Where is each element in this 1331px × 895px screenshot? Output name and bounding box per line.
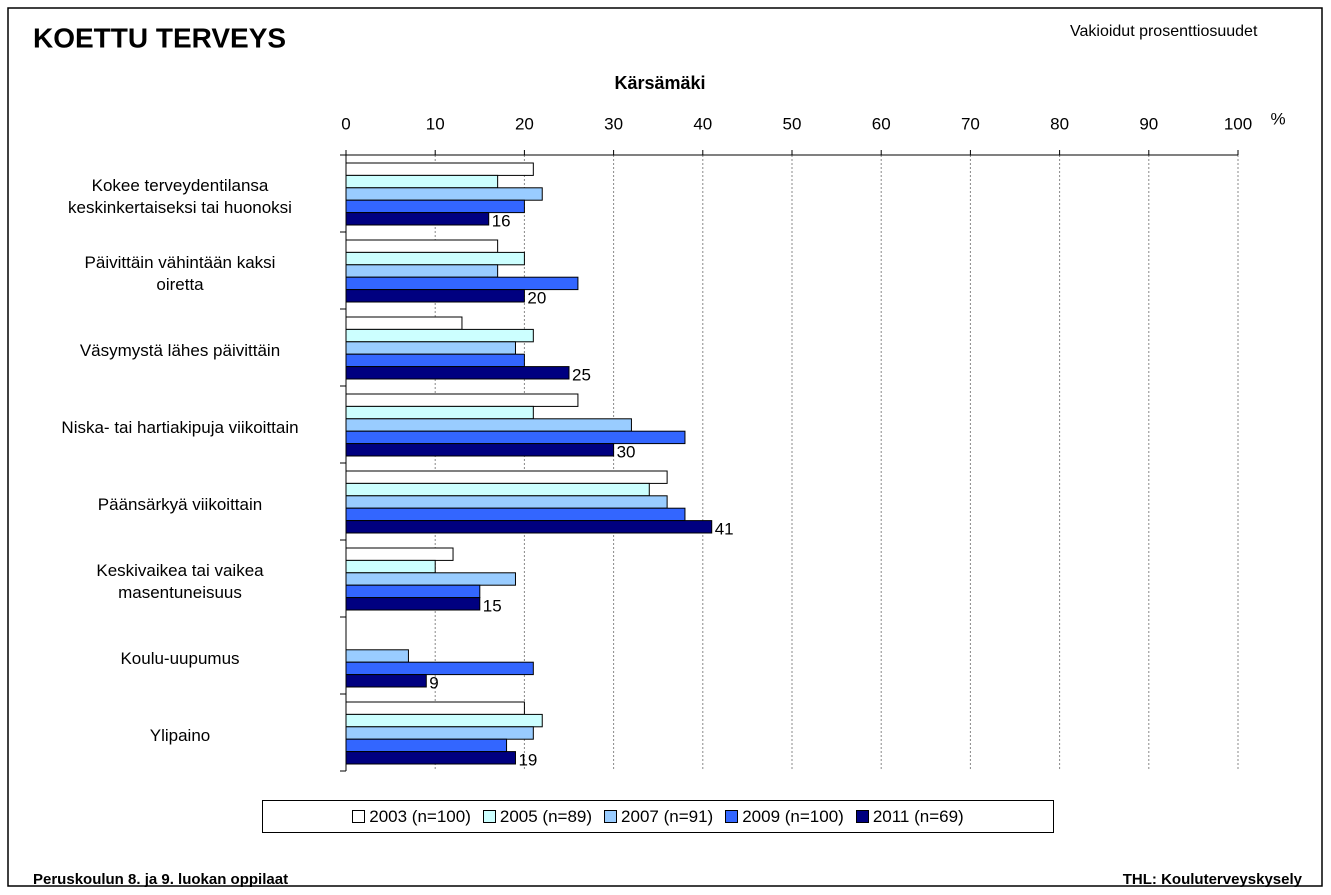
bar <box>345 162 534 176</box>
chart-title: KOETTU TERVEYS <box>33 22 286 53</box>
bar <box>345 418 632 432</box>
bar <box>345 661 534 676</box>
y-tick-label: Päivittäin vähintään kaksi oiretta <box>84 252 276 294</box>
legend-item: 2007 (n=91) <box>604 807 713 827</box>
bar <box>345 572 516 586</box>
legend-swatch <box>482 810 496 823</box>
x-tick-label: 60 <box>872 114 891 133</box>
x-tick-label: 50 <box>783 114 802 133</box>
bar <box>345 507 686 522</box>
legend-swatch <box>352 810 366 823</box>
bar <box>345 405 534 420</box>
legend-swatch <box>725 810 739 823</box>
bar <box>345 316 463 330</box>
legend-swatch <box>855 810 869 823</box>
x-tick-label: 40 <box>693 114 712 133</box>
data-label: 9 <box>429 673 438 692</box>
legend-item: 2003 (n=100) <box>352 807 471 827</box>
bar <box>345 649 409 663</box>
bar <box>345 584 481 599</box>
x-tick-label: 100 <box>1224 114 1252 133</box>
legend-swatch <box>604 810 618 823</box>
legend-label: 2005 (n=89) <box>499 806 593 826</box>
x-unit: % <box>1270 109 1285 128</box>
legend-label: 2009 (n=100) <box>742 806 844 826</box>
x-tick-label: 20 <box>515 114 534 133</box>
y-tick-label: Koulu-uupumus <box>120 648 240 668</box>
y-tick-label: Keskivaikea tai vaikea masentuneisuus <box>96 560 264 602</box>
bar <box>345 443 615 457</box>
legend-item: 2009 (n=100) <box>725 807 844 827</box>
legend: 2003 (n=100) 2005 (n=89) 2007 (n=91) 2009 (… <box>262 800 1054 833</box>
legend-label: 2003 (n=100) <box>369 806 471 826</box>
bar <box>345 239 499 253</box>
data-label: 16 <box>492 211 511 230</box>
legend-label: 2011 (n=69) <box>872 806 964 826</box>
bar <box>345 212 490 226</box>
x-tick-label: 80 <box>1050 114 1069 133</box>
bar <box>345 289 525 303</box>
bar <box>345 470 668 484</box>
data-label: 41 <box>715 519 734 538</box>
subtitle: Vakioidut prosenttiosuudet <box>1070 23 1258 40</box>
bar <box>345 674 427 688</box>
data-label: 25 <box>572 365 591 384</box>
bar <box>345 366 570 380</box>
bar <box>345 174 499 189</box>
bar <box>345 187 543 201</box>
legend-item: 2005 (n=89) <box>482 806 593 827</box>
bar <box>345 353 525 368</box>
data-label: 19 <box>518 750 537 769</box>
legend-label: 2007 (n=91) <box>621 806 714 826</box>
x-tick-label: 90 <box>1139 114 1158 133</box>
x-tick-label: 0 <box>341 114 350 133</box>
bar <box>345 264 499 278</box>
x-tick-label: 10 <box>426 114 445 133</box>
bar <box>345 751 516 765</box>
footer-left: Peruskoulun 8. ja 9. luokan oppilaat <box>33 871 288 888</box>
bar <box>345 547 454 561</box>
bar <box>345 251 525 266</box>
bar <box>345 726 534 740</box>
x-tick-label: 30 <box>604 114 623 133</box>
bar <box>345 701 525 715</box>
x-tick-label: 70 <box>961 114 980 133</box>
bar <box>345 520 713 534</box>
bar <box>345 597 481 611</box>
bar <box>345 328 534 343</box>
bar <box>345 495 668 509</box>
data-label: 30 <box>617 442 636 461</box>
bar <box>345 482 650 497</box>
bar <box>345 393 579 407</box>
frame <box>7 7 1323 887</box>
data-label: 15 <box>483 596 502 615</box>
y-tick-label: Päänsärkyä viikoittain <box>97 494 263 514</box>
y-tick-label: Niska- tai hartiakipuja viikoittain <box>61 417 299 437</box>
bar <box>345 713 543 728</box>
footer-right: THL: Kouluterveyskysely <box>1123 871 1303 888</box>
bar <box>345 559 436 574</box>
bar <box>345 738 508 753</box>
y-tick-label: Kokee terveydentilansa keskinkertaiseksi… <box>68 175 292 217</box>
legend-item: 2011 (n=69) <box>855 806 964 827</box>
y-tick-label: Väsymystä lähes päivittäin <box>79 340 281 360</box>
y-tick-label: Ylipaino <box>149 725 211 745</box>
data-label: 20 <box>527 288 546 307</box>
plot-title: Kärsämäki <box>614 73 705 93</box>
bar <box>345 341 516 355</box>
